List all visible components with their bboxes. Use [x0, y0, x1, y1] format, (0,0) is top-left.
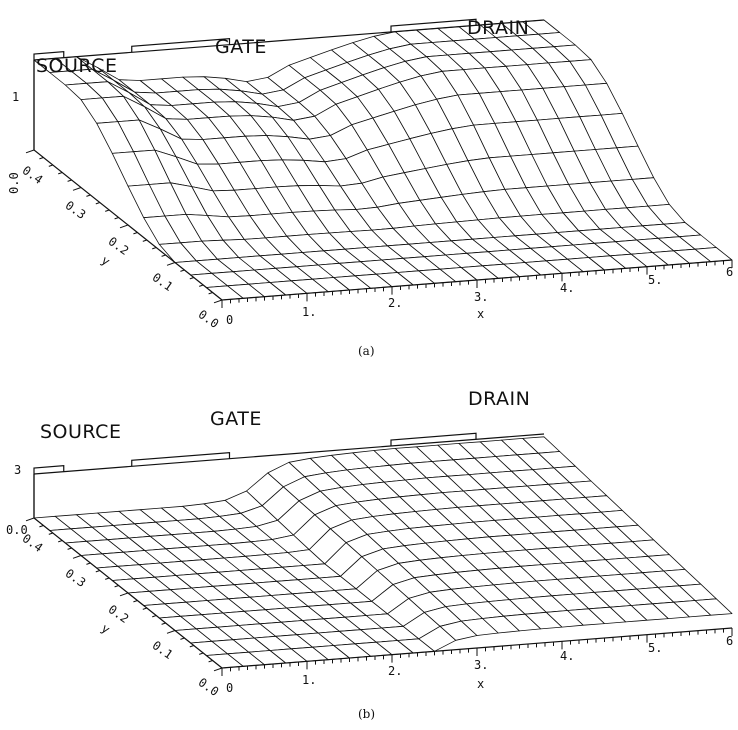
panel-a-y-tick-3: 0.3	[63, 198, 89, 222]
y-tick-mark	[143, 608, 147, 609]
panel-b: SOURCE GATE DRAIN 3 0.0 0 1. 2. 3. 4. 5.…	[6, 388, 733, 721]
y-tick-mark	[167, 631, 175, 634]
panel-b-x-tick-2: 2.	[388, 664, 402, 678]
y-tick-mark	[26, 518, 34, 521]
y-tick-mark	[120, 225, 128, 228]
y-tick-mark	[73, 556, 81, 559]
y-tick-mark	[209, 661, 213, 662]
panel-b-x-tick-3: 3.	[474, 658, 488, 672]
y-tick-mark	[214, 668, 222, 671]
panel-a: SOURCE GATE DRAIN 1 0.0 0 1. 2. 3. 4. 5.…	[7, 17, 733, 358]
panel-a-z-tick-top: 1	[12, 90, 19, 104]
y-tick-mark	[133, 233, 137, 234]
y-tick-mark	[96, 203, 100, 204]
y-tick-mark	[26, 150, 34, 153]
y-tick-mark	[199, 285, 203, 286]
panel-b-gate-label: GATE	[210, 408, 262, 430]
y-tick-mark	[199, 653, 203, 654]
y-tick-mark	[86, 195, 90, 196]
y-tick-mark	[73, 188, 81, 191]
y-tick-mark	[167, 263, 175, 266]
panel-b-x-label: x	[477, 677, 484, 691]
panel-b-y-tick-0: 0.0	[196, 675, 222, 699]
y-tick-mark	[214, 300, 222, 303]
y-tick-mark	[180, 270, 184, 271]
y-tick-mark	[115, 218, 119, 219]
panel-a-caption: (a)	[358, 344, 375, 358]
panel-a-gate-label: GATE	[215, 36, 267, 58]
panel-a-y-tick-0: 0.0	[196, 307, 222, 331]
y-tick-mark	[133, 601, 137, 602]
panel-a-y-tick-1: 0.1	[150, 270, 176, 294]
panel-a-mesh	[34, 20, 732, 300]
y-tick-mark	[152, 616, 156, 617]
panel-a-source-label: SOURCE	[36, 55, 117, 77]
y-tick-mark	[49, 165, 53, 166]
panel-b-z-tick-top: 3	[14, 463, 21, 477]
panel-a-x-tick-3: 3.	[474, 290, 488, 304]
panel-a-x-tick-0: 0	[226, 313, 233, 327]
panel-b-x-tick-6: 6	[726, 634, 733, 648]
panel-a-drain-label: DRAIN	[467, 17, 529, 39]
panel-a-x-tick-2: 2.	[388, 296, 402, 310]
y-tick-mark	[58, 173, 62, 174]
y-tick-mark	[39, 158, 43, 159]
y-tick-mark	[105, 210, 109, 211]
panel-b-y-label: y	[99, 621, 113, 637]
panel-a-y-tick-4: 0.4	[20, 163, 46, 187]
y-tick-mark	[115, 586, 119, 587]
y-tick-mark	[86, 563, 90, 564]
panel-b-x-tick-0: 0	[226, 681, 233, 695]
panel-a-x-tick-1: 1.	[302, 305, 316, 319]
y-tick-mark	[152, 248, 156, 249]
y-tick-mark	[39, 526, 43, 527]
y-tick-mark	[68, 548, 72, 549]
panel-a-x-label: x	[477, 307, 484, 321]
panel-b-drain-label: DRAIN	[468, 388, 530, 410]
y-tick-mark	[96, 571, 100, 572]
y-tick-mark	[209, 293, 213, 294]
panel-b-source-label: SOURCE	[40, 421, 121, 443]
panel-b-x-tick-1: 1.	[302, 673, 316, 687]
panel-a-x-tick-6: 6	[726, 265, 733, 279]
y-tick-mark	[143, 240, 147, 241]
y-tick-mark	[190, 278, 194, 279]
panel-b-y-tick-3: 0.3	[63, 566, 89, 590]
y-tick-mark	[49, 533, 53, 534]
panel-a-x-tick-4: 4.	[560, 281, 574, 295]
y-tick-mark	[162, 255, 166, 256]
y-tick-mark	[190, 646, 194, 647]
panel-a-x-tick-5: 5.	[648, 273, 662, 287]
panel-b-mesh	[34, 437, 732, 668]
panel-b-x-tick-5: 5.	[648, 641, 662, 655]
panel-a-y-label: y	[99, 253, 113, 269]
y-tick-mark	[105, 578, 109, 579]
panel-a-z-tick-zero: 0.0	[7, 172, 21, 194]
panel-b-y-tick-1: 0.1	[150, 638, 176, 662]
y-tick-mark	[162, 623, 166, 624]
y-tick-mark	[68, 180, 72, 181]
panel-b-caption: (b)	[358, 707, 375, 721]
panel-b-x-tick-4: 4.	[560, 649, 574, 663]
y-tick-mark	[58, 541, 62, 542]
y-tick-mark	[120, 593, 128, 596]
y-tick-mark	[180, 638, 184, 639]
